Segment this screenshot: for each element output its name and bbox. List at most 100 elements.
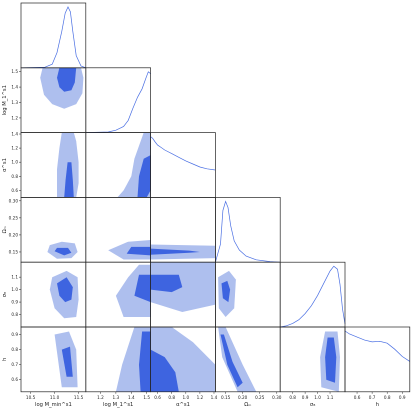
y-tick-label: 0.15 bbox=[9, 249, 19, 254]
x-tick-label: 1.1 bbox=[327, 395, 334, 400]
marginal-logMmin bbox=[20, 6, 86, 69]
x-tick-label: 0.8 bbox=[384, 395, 391, 400]
marginal-s8 bbox=[280, 265, 346, 328]
x-axis-label-logM1: log M_1^s1 bbox=[103, 402, 133, 408]
y-tick-label: 1.1 bbox=[11, 275, 18, 280]
contour-68 bbox=[220, 334, 243, 388]
x-tick-label: 1.2 bbox=[197, 395, 204, 400]
x-tick-label: 0.9 bbox=[302, 395, 309, 400]
x-axis-label-h: h bbox=[376, 402, 379, 408]
panel-alpha-h bbox=[150, 327, 216, 392]
y-tick-label: 0.8 bbox=[11, 312, 18, 317]
contour-68 bbox=[57, 277, 73, 303]
panel-frame bbox=[20, 2, 87, 69]
panel-alpha-s8 bbox=[150, 262, 216, 312]
marginal-curve bbox=[280, 265, 346, 328]
y-tick-label: 1.4 bbox=[11, 85, 18, 90]
contour-68 bbox=[126, 246, 151, 256]
y-tick-label: 0.30 bbox=[9, 198, 19, 203]
panel-alpha-Om bbox=[150, 244, 216, 260]
panel-logM1-h bbox=[115, 327, 151, 392]
contour-68 bbox=[64, 162, 74, 198]
y-tick-label: 0.25 bbox=[9, 215, 19, 220]
y-tick-label: 0.7 bbox=[11, 362, 18, 367]
contour-68 bbox=[54, 247, 72, 256]
x-tick-label: 10.5 bbox=[26, 395, 36, 400]
x-tick-label: 0.25 bbox=[255, 395, 265, 400]
contour-95 bbox=[150, 262, 216, 312]
marginal-logM1 bbox=[85, 71, 151, 133]
y-tick-label: 0.6 bbox=[11, 188, 18, 193]
x-tick-label: 0.8 bbox=[289, 395, 296, 400]
contour-95 bbox=[218, 327, 257, 392]
y-tick-label: 1.2 bbox=[11, 115, 18, 120]
marginal-h bbox=[344, 330, 410, 362]
contour-68 bbox=[150, 248, 200, 255]
x-tick-label: 1.0 bbox=[314, 395, 321, 400]
marginal-curve bbox=[215, 200, 281, 263]
contour-68 bbox=[139, 331, 151, 392]
x-axis-label-logMmin: log M_min^s1 bbox=[35, 402, 72, 408]
y-axis-label-h: h bbox=[2, 358, 8, 361]
y-tick-label: 1.3 bbox=[11, 100, 18, 105]
contour-68 bbox=[150, 349, 179, 392]
marginal-curve bbox=[85, 71, 151, 133]
contour-68 bbox=[61, 346, 73, 377]
y-axis-label-s8: σ₈ bbox=[2, 292, 8, 297]
x-axis-label-alpha: α^s1 bbox=[176, 402, 190, 408]
x-tick-label: 1.5 bbox=[143, 395, 150, 400]
x-tick-label: 0.30 bbox=[272, 395, 282, 400]
panel-Om-h bbox=[218, 327, 257, 392]
panel-logMmin-s8 bbox=[49, 270, 79, 319]
x-tick-label: 0.7 bbox=[369, 395, 376, 400]
panel-s8-h bbox=[320, 331, 340, 392]
contour-68 bbox=[221, 280, 231, 303]
y-tick-label: 1.0 bbox=[11, 287, 18, 292]
y-tick-label: 0.9 bbox=[11, 300, 18, 305]
y-tick-label: 0.20 bbox=[9, 232, 19, 237]
panel-logMmin-alpha bbox=[57, 132, 79, 198]
x-tick-label: 0.15 bbox=[221, 395, 231, 400]
x-tick-label: 11.0 bbox=[50, 395, 60, 400]
marginal-Om bbox=[215, 200, 281, 263]
marginal-curve bbox=[344, 330, 410, 362]
y-tick-label: 1.4 bbox=[11, 132, 18, 137]
contour-68 bbox=[150, 274, 183, 293]
x-tick-label: 11.5 bbox=[74, 395, 84, 400]
panel-logM1-alpha bbox=[117, 132, 151, 198]
x-tick-label: 1.4 bbox=[128, 395, 135, 400]
panel-frame bbox=[344, 326, 411, 393]
x-axis-label-s8: σ₈ bbox=[310, 402, 315, 408]
y-tick-label: 0.9 bbox=[11, 332, 18, 337]
y-tick-label: 0.8 bbox=[11, 347, 18, 352]
y-tick-label: 0.8 bbox=[11, 174, 18, 179]
panel-logM1-s8 bbox=[115, 264, 151, 317]
x-tick-label: 0.9 bbox=[399, 395, 406, 400]
panel-logM1-Om bbox=[108, 240, 151, 260]
panel-frame bbox=[279, 261, 346, 328]
contour-68 bbox=[137, 155, 151, 198]
panel-Om-s8 bbox=[218, 270, 236, 317]
x-tick-label: 0.20 bbox=[238, 395, 248, 400]
contour-68 bbox=[57, 67, 77, 92]
marginal-alpha bbox=[150, 136, 216, 171]
panel-logMmin-logM1 bbox=[40, 67, 84, 109]
x-tick-label: 0.8 bbox=[168, 395, 175, 400]
panel-logMmin-Om bbox=[47, 241, 78, 259]
marginal-curve bbox=[150, 136, 216, 171]
panel-logMmin-h bbox=[54, 331, 78, 388]
x-tick-label: 1.4 bbox=[211, 395, 218, 400]
x-tick-label: 0.6 bbox=[354, 395, 361, 400]
marginal-curve bbox=[20, 6, 86, 69]
x-axis-label-Om: Ωₘ bbox=[244, 402, 251, 408]
panel-frame bbox=[215, 197, 281, 263]
y-tick-label: 1.2 bbox=[11, 146, 18, 151]
panel-frame bbox=[150, 132, 216, 198]
y-tick-label: 1.5 bbox=[11, 69, 18, 74]
contour-68 bbox=[134, 274, 151, 303]
x-tick-label: 1.3 bbox=[113, 395, 120, 400]
x-tick-label: 1.0 bbox=[182, 395, 189, 400]
y-axis-label-alpha: α^s1 bbox=[2, 158, 8, 172]
panel-frame bbox=[85, 67, 151, 133]
